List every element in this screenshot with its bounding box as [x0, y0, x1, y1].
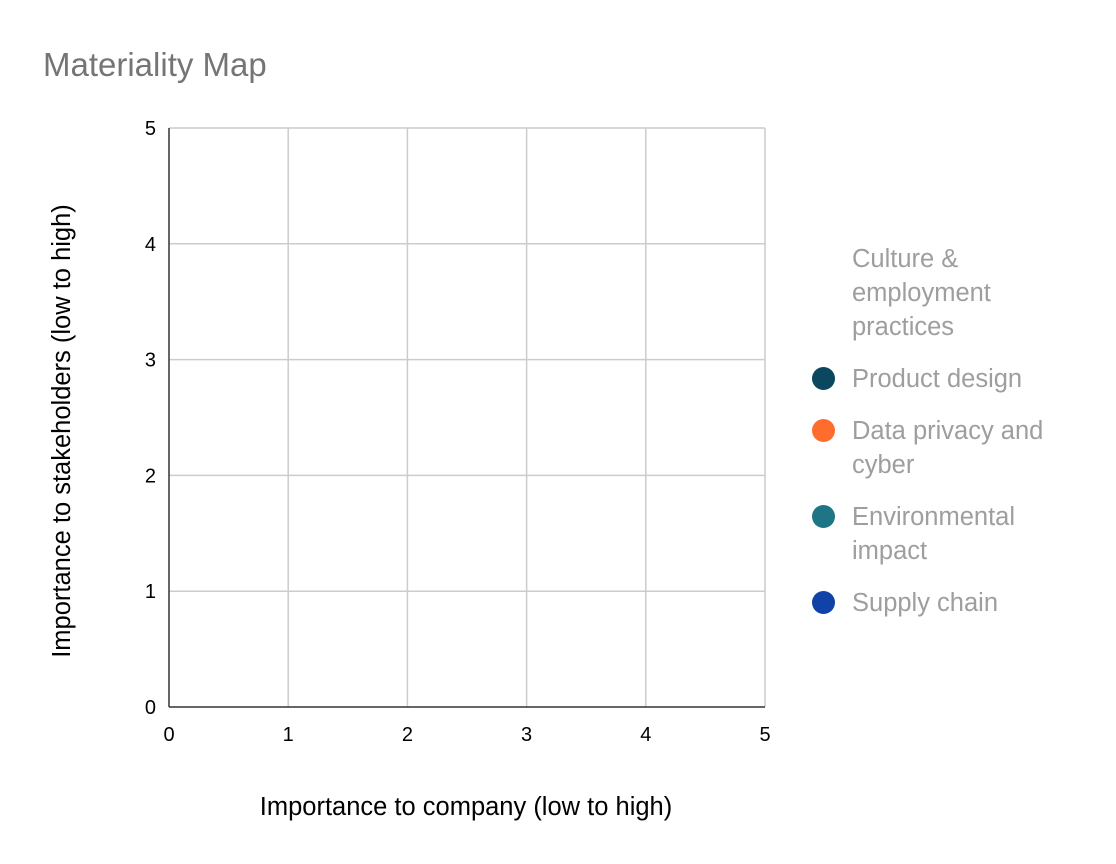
legend-label: Culture & employment practices: [852, 245, 991, 341]
legend-item: Culture & employment practices: [812, 242, 1112, 344]
x-tick-label: 4: [640, 724, 651, 746]
legend-item: Environmental impact: [812, 500, 1112, 568]
x-tick-label: 1: [283, 724, 294, 746]
legend-item: Data privacy and cyber: [812, 414, 1112, 482]
y-axis-label: Importance to stakeholders (low to high): [48, 204, 76, 658]
legend-label: Data privacy and cyber: [852, 417, 1044, 479]
y-tick-label: 3: [145, 350, 156, 372]
grid-lines: [169, 127, 766, 707]
y-tick-label: 1: [145, 581, 156, 603]
y-tick-label: 5: [145, 118, 156, 140]
y-tick-label: 2: [145, 465, 156, 487]
y-tick-label: 0: [145, 697, 156, 719]
chart-title: Materiality Map: [43, 46, 267, 83]
legend-marker: [812, 419, 835, 442]
y-tick-label: 4: [145, 234, 156, 256]
legend-label: Environmental impact: [852, 503, 1015, 565]
legend: Culture & employment practices Product de…: [812, 242, 1112, 638]
legend-item: Product design: [812, 362, 1112, 396]
legend-marker: [812, 367, 835, 390]
x-tick-label: 3: [521, 724, 532, 746]
x-axis-label: Importance to company (low to high): [260, 793, 672, 821]
legend-label: Product design: [852, 365, 1023, 393]
legend-label: Supply chain: [852, 589, 999, 617]
x-tick-label: 5: [759, 724, 770, 746]
legend-marker: [812, 505, 835, 528]
axes: [168, 128, 765, 708]
legend-item: Supply chain: [812, 586, 1112, 620]
legend-marker: [812, 591, 835, 614]
legend-marker: [812, 247, 835, 270]
tick-labels: 0 1 2 3 4 5 0 1 2 3 4 5: [145, 118, 771, 746]
x-tick-label: 2: [402, 724, 413, 746]
x-tick-label: 0: [163, 724, 174, 746]
